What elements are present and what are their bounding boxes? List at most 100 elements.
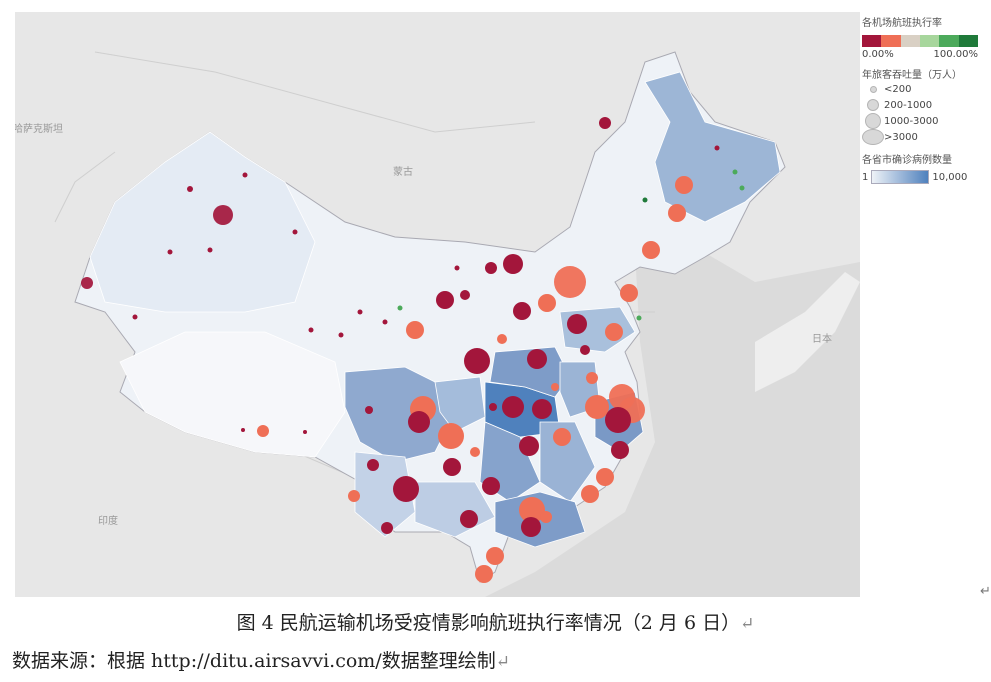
airport-bubble <box>642 241 660 259</box>
airport-bubble <box>132 314 138 320</box>
airport-bubble <box>213 205 233 225</box>
rate-color-bar <box>862 35 978 47</box>
rate-swatch <box>919 35 940 47</box>
airport-bubble <box>540 511 552 523</box>
airport-bubble <box>519 497 545 523</box>
airport-bubble <box>532 399 552 419</box>
province-chongqing <box>434 376 486 433</box>
rate-swatch <box>881 35 901 47</box>
cases-max-label: 10,000 <box>932 171 968 183</box>
airport-bubble <box>187 186 193 192</box>
airport-bubble <box>242 172 248 178</box>
airport-bubble <box>605 407 631 433</box>
airport-bubble <box>367 459 379 471</box>
airport-bubble <box>485 262 497 274</box>
airport-bubble <box>580 345 590 355</box>
cases-gradient <box>871 170 930 184</box>
size-label: 200-1000 <box>884 99 933 111</box>
airport-bubble <box>406 321 424 339</box>
rate-swatch <box>958 35 978 47</box>
airport-bubble <box>605 323 623 341</box>
airport-bubble <box>303 430 307 434</box>
airport-bubble <box>497 334 507 344</box>
province-heilongjiang <box>644 71 781 223</box>
airport-bubble <box>475 565 493 583</box>
map-label-india: 印度 <box>98 514 118 527</box>
airport-bubble <box>357 309 363 315</box>
airport-bubble <box>397 305 403 311</box>
size-dot-icon <box>865 113 881 129</box>
airport-bubble <box>482 477 500 495</box>
map-legend: 各机场航班执行率 0.00% 100.00% 年旅客吞吐量（万人） <200 2… <box>862 12 987 184</box>
airport-bubble <box>393 476 419 502</box>
rate-swatch <box>862 35 882 47</box>
size-legend-item: <200 <box>862 81 987 97</box>
cases-scale: 1 10,000 <box>862 170 987 184</box>
airport-bubble <box>503 254 523 274</box>
neighbour-borders <box>54 51 655 493</box>
airport-bubble <box>381 522 393 534</box>
rate-legend-title: 各机场航班执行率 <box>862 18 942 29</box>
airport-bubble <box>739 185 745 191</box>
airport-bubble <box>502 396 524 418</box>
size-legend-title: 年旅客吞吐量（万人） <box>862 70 962 81</box>
size-legend-item: >3000 <box>862 129 987 145</box>
airport-bubble <box>81 277 93 289</box>
airport-bubble <box>538 294 556 312</box>
rate-swatch <box>900 35 920 47</box>
airport-bubble <box>585 395 609 419</box>
airport-bubble <box>460 510 478 528</box>
size-label: 1000-3000 <box>884 115 939 127</box>
map-label-mongolia: 蒙古 <box>393 165 413 178</box>
airport-bubble <box>620 284 638 302</box>
japan-landmass <box>755 272 860 392</box>
airport-bubble <box>438 423 464 449</box>
edge-return-mark-icon: ↵ <box>980 584 991 599</box>
airport-bubble <box>382 319 388 325</box>
source-text: 数据来源：根据 http://ditu.airsavvi.com/数据整理绘制 <box>12 650 496 672</box>
size-dot-icon <box>867 99 879 111</box>
map-label-japan: 日本 <box>812 332 832 345</box>
airport-bubble <box>486 547 504 565</box>
rate-swatch <box>939 35 959 47</box>
airport-bubble <box>348 490 360 502</box>
sea-area <box>485 247 860 597</box>
airport-bubble <box>596 468 614 486</box>
airport-bubble <box>586 372 598 384</box>
figure-caption: 图 4 民航运输机场受疫情影响航班执行率情况（2 月 6 日）↵ <box>0 608 991 635</box>
airport-bubble <box>636 315 642 321</box>
province-tibet <box>119 331 346 458</box>
province-henan <box>489 346 571 398</box>
cases-legend-title: 各省市确诊病例数量 <box>862 155 952 166</box>
airport-bubble <box>460 290 470 300</box>
airport-bubble <box>581 485 599 503</box>
airport-bubble <box>567 314 587 334</box>
size-label: <200 <box>884 83 912 95</box>
data-source-note: 数据来源：根据 http://ditu.airsavvi.com/数据整理绘制↵ <box>12 646 510 673</box>
map-svg: 蒙古 哈萨克斯坦 日本 印度 <box>13 51 860 597</box>
airport-bubble <box>714 145 720 151</box>
airport-bubble <box>675 176 693 194</box>
cases-min-label: 1 <box>862 171 869 183</box>
airport-bubble <box>454 265 460 271</box>
airport-bubble <box>308 327 314 333</box>
size-legend-item: 1000-3000 <box>862 113 987 129</box>
rate-labels: 0.00% 100.00% <box>862 49 978 60</box>
airport-bubble <box>611 441 629 459</box>
province-sichuan <box>344 366 456 463</box>
airport-bubble <box>642 197 648 203</box>
airport-bubble <box>554 266 586 298</box>
airport-bubbles <box>81 117 745 583</box>
return-mark-icon: ↵ <box>740 614 755 634</box>
airport-bubble <box>257 425 269 437</box>
china-airport-map: 蒙古 哈萨克斯坦 日本 印度 <box>13 12 860 597</box>
size-dot-icon <box>869 85 877 93</box>
province-jiangxi <box>539 421 596 503</box>
airport-bubble <box>551 383 559 391</box>
airport-bubble <box>668 204 686 222</box>
airport-bubble <box>599 117 611 129</box>
airport-bubble <box>470 447 480 457</box>
airport-bubble <box>732 169 738 175</box>
rate-min-label: 0.00% <box>862 49 894 60</box>
airport-bubble <box>519 436 539 456</box>
